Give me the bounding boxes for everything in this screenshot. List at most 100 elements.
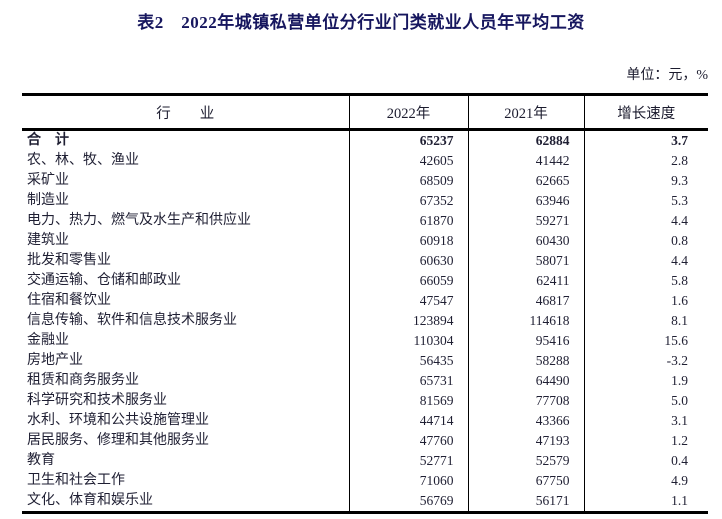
table-row: 文化、体育和娱乐业 56769 56171 1.1 bbox=[22, 491, 708, 513]
cell-y2021: 52579 bbox=[468, 451, 585, 471]
cell-growth: 0.4 bbox=[671, 453, 688, 468]
table-row: 制造业 67352 63946 5.3 bbox=[22, 191, 708, 211]
cell-industry: 农、林、牧、渔业 bbox=[22, 151, 350, 171]
table-title: 表2 2022年城镇私营单位分行业门类就业人员年平均工资 bbox=[137, 13, 585, 32]
table-row: 合 计 65237 62884 3.7 bbox=[22, 129, 708, 151]
table-row: 租赁和商务服务业 65731 64490 1.9 bbox=[22, 371, 708, 391]
cell-industry: 文化、体育和娱乐业 bbox=[22, 491, 350, 513]
cell-y2022: 52771 bbox=[349, 451, 469, 471]
table-row: 教育 52771 52579 0.4 bbox=[22, 451, 708, 471]
table-row: 电力、热力、燃气及水生产和供应业 61870 59271 4.4 bbox=[22, 211, 708, 231]
column-header-2021: 2021年 bbox=[468, 94, 585, 131]
cell-y2021: 62884 bbox=[468, 129, 585, 151]
cell-y2022: 56435 bbox=[349, 351, 469, 371]
table-row: 居民服务、修理和其他服务业 47760 47193 1.2 bbox=[22, 431, 708, 451]
cell-industry: 批发和零售业 bbox=[22, 251, 350, 271]
column-header-growth-rate: 增长速度 bbox=[584, 94, 708, 131]
table-row: 金融业 110304 95416 15.6 bbox=[22, 331, 708, 351]
cell-industry: 金融业 bbox=[22, 331, 350, 351]
table-row: 房地产业 56435 58288 -3.2 bbox=[22, 351, 708, 371]
cell-industry: 合 计 bbox=[22, 129, 350, 151]
table-row: 信息传输、软件和信息技术服务业 123894 114618 8.1 bbox=[22, 311, 708, 331]
cell-y2021: 64490 bbox=[468, 371, 585, 391]
cell-y2022: 47760 bbox=[349, 431, 469, 451]
cell-industry: 采矿业 bbox=[22, 171, 350, 191]
cell-y2022: 66059 bbox=[349, 271, 469, 291]
cell-industry: 教育 bbox=[22, 451, 350, 471]
cell-industry: 居民服务、修理和其他服务业 bbox=[22, 431, 350, 451]
cell-y2022: 44714 bbox=[349, 411, 469, 431]
cell-y2022: 71060 bbox=[349, 471, 469, 491]
cell-y2022: 60918 bbox=[349, 231, 469, 251]
cell-growth: 8.1 bbox=[671, 313, 688, 328]
cell-growth: 9.3 bbox=[671, 173, 688, 188]
cell-y2021: 41442 bbox=[468, 151, 585, 171]
cell-growth: 0.8 bbox=[671, 233, 688, 248]
table-row: 采矿业 68509 62665 9.3 bbox=[22, 171, 708, 191]
cell-growth: 4.9 bbox=[671, 473, 688, 488]
cell-growth: 1.6 bbox=[671, 293, 688, 308]
cell-growth: 1.1 bbox=[671, 493, 688, 508]
cell-y2021: 56171 bbox=[468, 491, 585, 513]
cell-industry: 卫生和社会工作 bbox=[22, 471, 350, 491]
table-row: 批发和零售业 60630 58071 4.4 bbox=[22, 251, 708, 271]
cell-growth: 5.0 bbox=[671, 393, 688, 408]
table-row: 住宿和餐饮业 47547 46817 1.6 bbox=[22, 291, 708, 311]
cell-y2021: 47193 bbox=[468, 431, 585, 451]
unit-note: 单位：元，% bbox=[626, 68, 708, 83]
cell-y2021: 62411 bbox=[468, 271, 585, 291]
cell-y2021: 114618 bbox=[468, 311, 585, 331]
column-header-industry: 行 业 bbox=[22, 94, 350, 131]
cell-y2022: 60630 bbox=[349, 251, 469, 271]
cell-industry: 房地产业 bbox=[22, 351, 350, 371]
cell-growth: 3.7 bbox=[671, 133, 688, 148]
cell-y2021: 43366 bbox=[468, 411, 585, 431]
cell-y2022: 123894 bbox=[349, 311, 469, 331]
cell-growth: 3.1 bbox=[671, 413, 688, 428]
cell-industry: 住宿和餐饮业 bbox=[22, 291, 350, 311]
column-header-2022: 2022年 bbox=[349, 94, 469, 131]
cell-y2021: 63946 bbox=[468, 191, 585, 211]
cell-industry: 交通运输、仓储和邮政业 bbox=[22, 271, 350, 291]
cell-growth: 4.4 bbox=[671, 213, 688, 228]
cell-growth: 5.3 bbox=[671, 193, 688, 208]
cell-growth: 5.8 bbox=[671, 273, 688, 288]
cell-industry: 制造业 bbox=[22, 191, 350, 211]
cell-industry: 水利、环境和公共设施管理业 bbox=[22, 411, 350, 431]
cell-industry: 信息传输、软件和信息技术服务业 bbox=[22, 311, 350, 331]
cell-y2022: 61870 bbox=[349, 211, 469, 231]
cell-industry: 租赁和商务服务业 bbox=[22, 371, 350, 391]
cell-y2022: 81569 bbox=[349, 391, 469, 411]
cell-y2021: 95416 bbox=[468, 331, 585, 351]
table-row: 水利、环境和公共设施管理业 44714 43366 3.1 bbox=[22, 411, 708, 431]
cell-y2021: 46817 bbox=[468, 291, 585, 311]
cell-industry: 建筑业 bbox=[22, 231, 350, 251]
cell-growth: 1.2 bbox=[671, 433, 688, 448]
cell-y2022: 65237 bbox=[349, 129, 469, 151]
header-row: 行 业 2022年 2021年 增长速度 bbox=[22, 94, 708, 131]
cell-y2021: 60430 bbox=[468, 231, 585, 251]
cell-y2022: 47547 bbox=[349, 291, 469, 311]
cell-y2022: 65731 bbox=[349, 371, 469, 391]
cell-y2021: 62665 bbox=[468, 171, 585, 191]
cell-y2022: 68509 bbox=[349, 171, 469, 191]
cell-y2021: 58071 bbox=[468, 251, 585, 271]
cell-growth: 1.9 bbox=[671, 373, 688, 388]
table-row: 卫生和社会工作 71060 67750 4.9 bbox=[22, 471, 708, 491]
cell-growth: 15.6 bbox=[664, 333, 688, 348]
cell-y2021: 67750 bbox=[468, 471, 585, 491]
cell-y2022: 56769 bbox=[349, 491, 469, 513]
table-row: 农、林、牧、渔业 42605 41442 2.8 bbox=[22, 151, 708, 171]
cell-growth: 4.4 bbox=[671, 253, 688, 268]
table-body: 合 计 65237 62884 3.7 农、林、牧、渔业 42605 41442 2.8 采矿业… bbox=[22, 129, 708, 513]
table-row: 科学研究和技术服务业 81569 77708 5.0 bbox=[22, 391, 708, 411]
cell-y2022: 42605 bbox=[349, 151, 469, 171]
cell-growth: 2.8 bbox=[671, 153, 688, 168]
cell-y2022: 67352 bbox=[349, 191, 469, 211]
table-row: 交通运输、仓储和邮政业 66059 62411 5.8 bbox=[22, 271, 708, 291]
cell-growth: -3.2 bbox=[666, 353, 688, 368]
table-row: 建筑业 60918 60430 0.8 bbox=[22, 231, 708, 251]
cell-industry: 科学研究和技术服务业 bbox=[22, 391, 350, 411]
cell-industry: 电力、热力、燃气及水生产和供应业 bbox=[22, 211, 350, 231]
